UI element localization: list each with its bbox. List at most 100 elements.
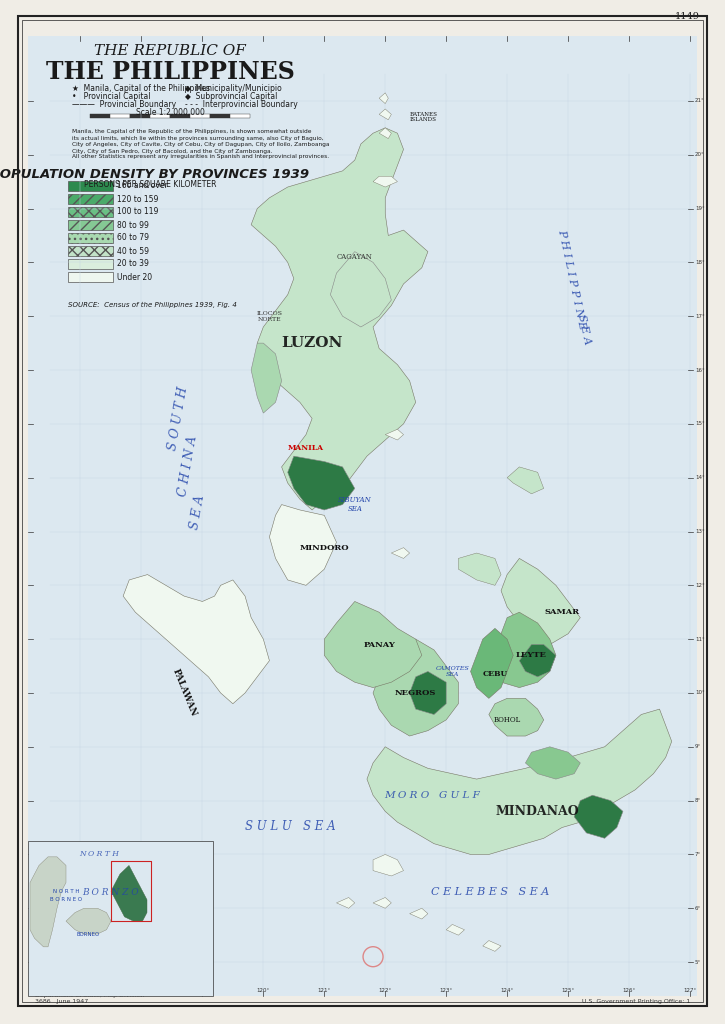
Polygon shape: [489, 612, 556, 687]
Bar: [110, 114, 130, 118]
Text: 19°: 19°: [695, 206, 705, 211]
Text: U.S. Government Printing Office: 1: U.S. Government Printing Office: 1: [581, 999, 690, 1004]
Text: 127°: 127°: [684, 988, 697, 993]
Bar: [68, 207, 113, 217]
Text: 1149: 1149: [675, 12, 700, 22]
Text: MANILA: MANILA: [288, 444, 324, 452]
Text: ILOCOS
NORTE: ILOCOS NORTE: [257, 311, 283, 322]
Polygon shape: [471, 629, 513, 698]
Text: 5°: 5°: [695, 959, 701, 965]
Bar: [190, 114, 210, 118]
Text: 15°: 15°: [695, 421, 705, 426]
Polygon shape: [123, 574, 270, 703]
Polygon shape: [489, 698, 544, 736]
Polygon shape: [446, 925, 465, 935]
Text: 20°: 20°: [695, 153, 705, 158]
Text: ★  Manila, Capital of the Philippines: ★ Manila, Capital of the Philippines: [72, 84, 210, 93]
Text: 20 to 39: 20 to 39: [117, 259, 149, 268]
Text: C E L E B E S   S E A: C E L E B E S S E A: [431, 887, 549, 897]
Text: SIBUYAN
SEA: SIBUYAN SEA: [338, 496, 372, 513]
Text: THE REPUBLIC OF: THE REPUBLIC OF: [94, 44, 246, 58]
Polygon shape: [379, 128, 392, 138]
Text: 9°: 9°: [695, 744, 701, 750]
Text: PANAY: PANAY: [363, 641, 395, 648]
Polygon shape: [410, 908, 428, 919]
Polygon shape: [251, 128, 428, 510]
Text: 17°: 17°: [695, 313, 705, 318]
Text: THE PHILIPPINES: THE PHILIPPINES: [46, 60, 294, 84]
Polygon shape: [507, 467, 544, 494]
Text: 117°: 117°: [74, 988, 87, 993]
Polygon shape: [410, 672, 446, 715]
Text: 6°: 6°: [695, 906, 701, 910]
Bar: [68, 233, 113, 243]
Text: 40 to 59: 40 to 59: [117, 247, 149, 256]
Bar: [170, 114, 190, 118]
Text: BATANES
ISLANDS: BATANES ISLANDS: [410, 112, 437, 123]
Text: B O R N Z O: B O R N Z O: [83, 888, 139, 897]
Text: •   Provincial Capital: • Provincial Capital: [72, 92, 151, 101]
Polygon shape: [526, 746, 580, 779]
Text: 18°: 18°: [695, 260, 705, 265]
Text: ———  Provincial Boundary: ——— Provincial Boundary: [72, 100, 176, 109]
Polygon shape: [373, 176, 397, 187]
Text: BOHOL: BOHOL: [494, 716, 521, 724]
Text: 11°: 11°: [695, 637, 705, 642]
Text: CAMOTES
SEA: CAMOTES SEA: [436, 666, 469, 677]
Text: ◆  Municipality/Municipio: ◆ Municipality/Municipio: [185, 84, 282, 93]
Polygon shape: [392, 548, 410, 558]
Bar: [68, 246, 113, 256]
Text: LUZON: LUZON: [281, 336, 343, 350]
Text: Manila, the Capital of the Republic of the Philippines, is shown somewhat outsid: Manila, the Capital of the Republic of t…: [72, 129, 329, 154]
Text: MINDANAO: MINDANAO: [496, 805, 579, 818]
Polygon shape: [324, 601, 422, 687]
Text: Under 20: Under 20: [117, 272, 152, 282]
Text: POPULATION DENSITY BY PROVINCES 1939: POPULATION DENSITY BY PROVINCES 1939: [0, 168, 310, 181]
Bar: [28, 841, 213, 996]
Text: CEBU: CEBU: [482, 670, 507, 678]
Bar: [68, 272, 113, 282]
Bar: [230, 114, 250, 118]
Text: - - -  Interprovincial Boundary: - - - Interprovincial Boundary: [185, 100, 298, 109]
Text: 120 to 159: 120 to 159: [117, 195, 158, 204]
Text: N O R T H: N O R T H: [79, 851, 119, 858]
Polygon shape: [519, 644, 556, 677]
Text: 16°: 16°: [695, 368, 705, 373]
Text: S E A: S E A: [576, 313, 592, 345]
Text: MINDORO: MINDORO: [299, 544, 349, 552]
Text: SOURCE:  Census of the Philippines 1939, Fig. 4: SOURCE: Census of the Philippines 1939, …: [68, 302, 237, 308]
Text: PERSONS PER SQUARE KILOMETER: PERSONS PER SQUARE KILOMETER: [84, 180, 216, 189]
Text: 121°: 121°: [318, 988, 331, 993]
Text: 126°: 126°: [623, 988, 636, 993]
Text: 120°: 120°: [257, 988, 270, 993]
Text: B O R N E O: B O R N E O: [50, 897, 82, 902]
Text: 122°: 122°: [378, 988, 392, 993]
Text: S E A: S E A: [188, 494, 207, 530]
Polygon shape: [270, 505, 336, 586]
Text: 124°: 124°: [500, 988, 514, 993]
Bar: [130, 114, 150, 118]
Text: 60 to 79: 60 to 79: [117, 233, 149, 243]
Bar: [68, 259, 113, 269]
Text: S U L U   S E A: S U L U S E A: [244, 819, 335, 833]
Polygon shape: [331, 252, 392, 327]
Text: 80 to 99: 80 to 99: [117, 220, 149, 229]
Text: 13°: 13°: [695, 529, 705, 534]
Text: 12°: 12°: [695, 583, 705, 588]
Polygon shape: [288, 456, 355, 510]
Polygon shape: [30, 857, 66, 947]
Text: Department of State, Map Division
3686   June 1947: Department of State, Map Division 3686 J…: [35, 993, 144, 1004]
Polygon shape: [373, 854, 404, 876]
Polygon shape: [50, 844, 172, 897]
Polygon shape: [66, 908, 111, 934]
Text: M O R O   G U L F: M O R O G U L F: [384, 792, 480, 801]
Bar: [150, 114, 170, 118]
Text: C H I N A: C H I N A: [176, 434, 200, 498]
Text: N O R T H: N O R T H: [53, 889, 79, 894]
Text: LEYTE: LEYTE: [516, 651, 547, 659]
Polygon shape: [458, 553, 501, 586]
Bar: [210, 114, 230, 118]
Text: 7°: 7°: [695, 852, 701, 857]
Text: 100 to 119: 100 to 119: [117, 208, 158, 216]
Text: 125°: 125°: [561, 988, 575, 993]
